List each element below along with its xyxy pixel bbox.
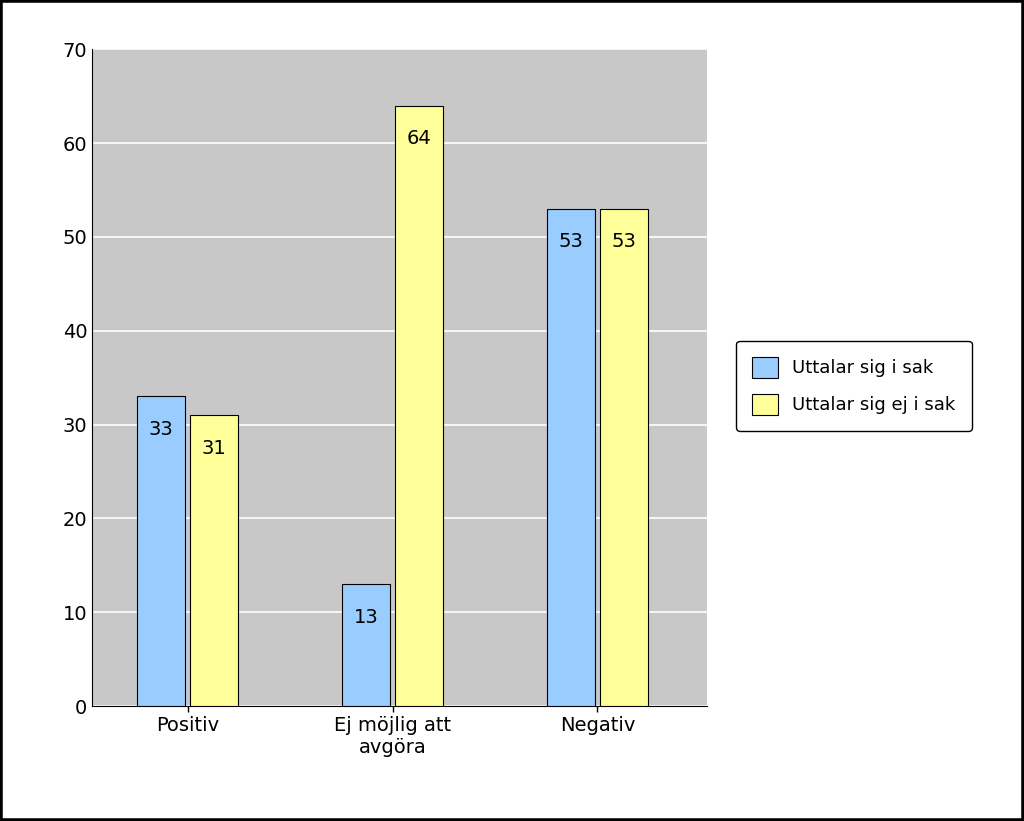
Bar [137, 397, 185, 706]
Text: 64: 64 [407, 129, 431, 148]
Bar [190, 415, 239, 706]
Text: 33: 33 [148, 420, 173, 439]
Text: 31: 31 [202, 438, 226, 457]
Legend: Uttalar sig i sak, Uttalar sig ej i sak: Uttalar sig i sak, Uttalar sig ej i sak [736, 341, 972, 431]
Text: 53: 53 [558, 232, 583, 251]
Bar [342, 584, 390, 706]
Bar [600, 209, 648, 706]
Bar [395, 106, 443, 706]
Text: 13: 13 [353, 608, 378, 626]
Bar [547, 209, 595, 706]
Text: 53: 53 [611, 232, 636, 251]
